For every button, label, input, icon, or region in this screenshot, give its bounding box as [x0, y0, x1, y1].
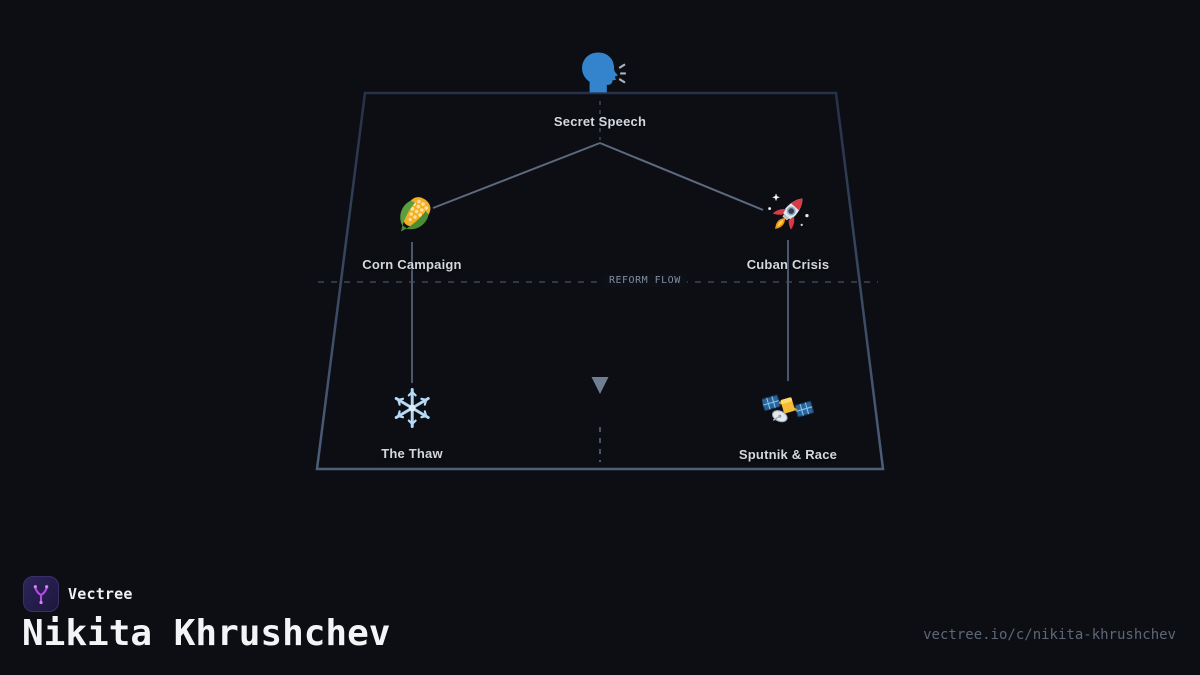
edge-secret-to-cuban	[599, 142, 764, 211]
node-the-thaw[interactable]: The Thaw	[381, 384, 443, 462]
page-title: Nikita Khrushchev	[22, 613, 391, 654]
node-label-sputnik-race: Sputnik & Race	[738, 447, 838, 462]
node-cuban-crisis[interactable]: Cuban Crisis	[747, 187, 830, 273]
arrowhead-down-icon	[591, 377, 609, 394]
node-secret-speech[interactable]: Secret Speech	[554, 48, 646, 130]
share-url-link[interactable]: vectree.io/c/nikita-khrushchev	[923, 627, 1176, 643]
node-label-secret-speech: Secret Speech	[553, 114, 647, 129]
node-label-corn-campaign: Corn Campaign	[362, 257, 462, 272]
edge-secret-to-corn	[432, 142, 601, 209]
vectree-logo[interactable]	[23, 576, 59, 612]
rocket-icon	[768, 193, 809, 230]
snowflake-icon	[394, 388, 430, 428]
reform-flow-caption: REFORM FLOW	[604, 274, 687, 287]
corn-icon	[400, 197, 431, 232]
perspective-plane	[315, 91, 885, 471]
node-sputnik-race[interactable]: Sputnik & Race	[739, 381, 837, 463]
brand-name: Vectree	[68, 585, 133, 603]
vectree-branch-icon	[33, 585, 49, 605]
speaking-head-icon	[582, 52, 626, 93]
node-corn-campaign[interactable]: Corn Campaign	[362, 191, 461, 273]
node-label-the-thaw: The Thaw	[381, 446, 443, 461]
satellite-icon	[762, 394, 814, 423]
node-label-cuban-crisis: Cuban Crisis	[746, 257, 830, 272]
